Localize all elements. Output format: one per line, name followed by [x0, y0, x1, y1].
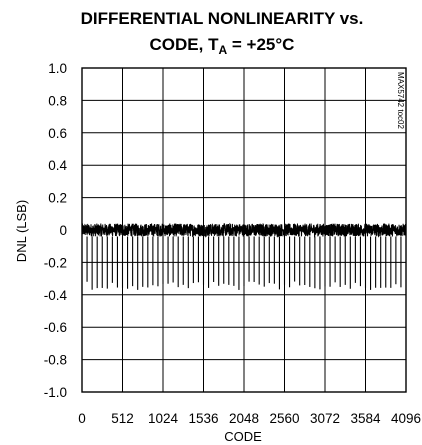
x-tick-label: 0	[78, 411, 86, 426]
y-tick-label: -0.6	[44, 320, 67, 335]
x-tick-label: 1024	[148, 411, 179, 426]
x-tick-label: 3584	[350, 411, 381, 426]
dnl-series	[81, 222, 407, 290]
watermark-label: MAX5742 toc02	[396, 72, 405, 129]
x-tick-label: 1536	[188, 411, 218, 426]
chart-title-line2-prefix: CODE, T	[150, 35, 220, 54]
y-tick-labels: 1.0 0.8 0.6 0.4 0.2 0 -0.2 -0.4 -0.6 -0.8 -1.0	[44, 61, 68, 400]
y-tick-label: 0.6	[48, 126, 67, 141]
x-tick-labels: 0 512 1024 1536 2048 2560 3072 3584 4096	[78, 411, 421, 426]
chart-title-line2-suffix: = +25°C	[227, 35, 294, 54]
x-tick-label: 2048	[229, 411, 259, 426]
x-tick-label: 512	[111, 411, 134, 426]
y-tick-label: 0.8	[48, 93, 67, 108]
chart-title-line1: DIFFERENTIAL NONLINEARITY vs.	[81, 9, 364, 28]
x-tick-label: 3072	[310, 411, 340, 426]
y-axis-label: DNL (LSB)	[14, 200, 29, 262]
x-tick-label: 4096	[391, 411, 421, 426]
y-tick-label: -0.8	[44, 353, 67, 368]
dnl-noise-trace	[81, 222, 407, 238]
y-tick-label: -0.4	[44, 288, 68, 303]
y-tick-label: -1.0	[44, 385, 67, 400]
y-tick-label: 0	[59, 223, 67, 238]
y-tick-label: 0.4	[48, 158, 67, 173]
x-tick-label: 2560	[269, 411, 299, 426]
y-tick-label: 0.2	[48, 191, 67, 206]
x-axis-label: CODE	[224, 429, 262, 444]
plot-frame	[81, 67, 407, 393]
y-tick-label: -0.2	[44, 255, 67, 270]
y-tick-label: 1.0	[48, 61, 67, 76]
chart-title-line2: CODE, TA = +25°C	[150, 35, 295, 57]
chart-title-subscript: A	[218, 43, 227, 57]
